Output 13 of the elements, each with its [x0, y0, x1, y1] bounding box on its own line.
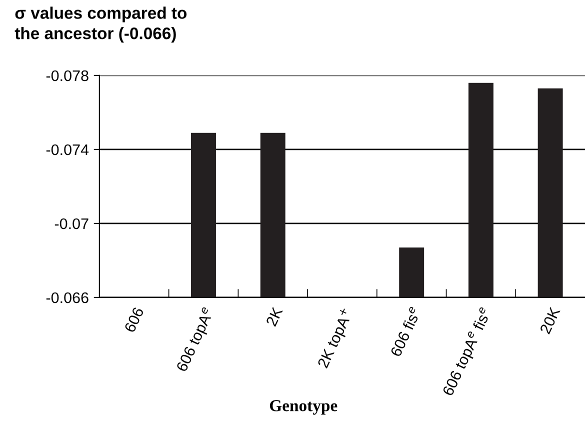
x-tick-label: 606 fis$^{e}$ [389, 306, 422, 358]
x-tick-label: 2K [266, 306, 283, 327]
y-tick-label: -0.078 [46, 70, 88, 82]
y-tick-label: -0.07 [54, 218, 88, 230]
x-tick-label: 606 topA$^{e}$ fis$^{e}$ [441, 306, 494, 398]
y-tick-label: -0.074 [46, 144, 89, 156]
chart-title: σ values compared to the ancestor (-0.066) [14, 6, 187, 43]
x-tick-label: 20K [540, 306, 560, 334]
x-tick-label: 2K topA$^{+}$ [315, 307, 356, 370]
x-tick-label: 606 topA$^{e}$ [174, 306, 217, 374]
y-tick-label: -0.066 [46, 292, 88, 304]
x-axis-title: Genotype [270, 400, 338, 415]
x-tick-label: 606 [124, 306, 144, 333]
